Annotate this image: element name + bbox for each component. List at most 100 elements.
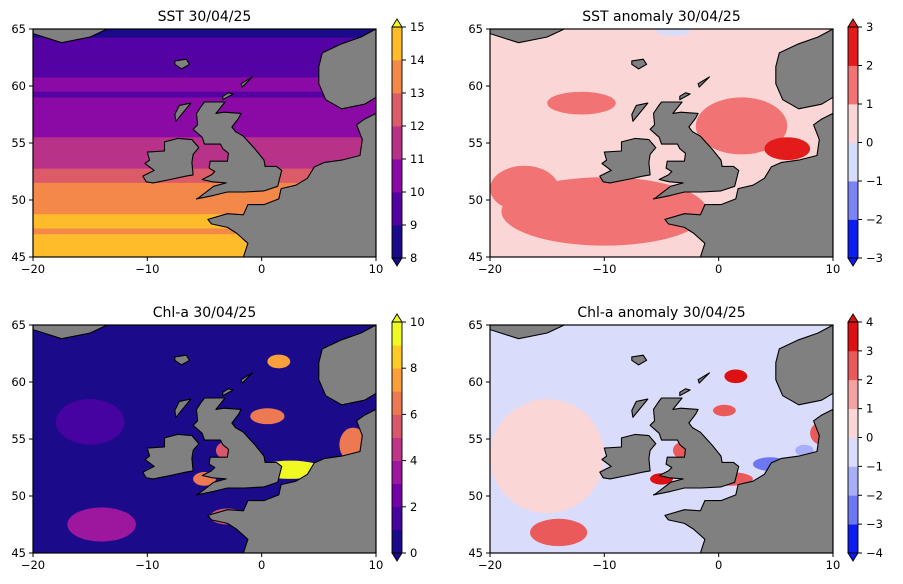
colorbar-extend-max — [847, 313, 859, 323]
field-band — [33, 94, 376, 98]
colorbar: 8 9 10 11 12 13 14 15 — [391, 18, 425, 267]
field-patch — [267, 354, 291, 369]
colorbar-extend-min — [391, 257, 403, 267]
field-band — [33, 217, 376, 221]
field-band — [33, 188, 376, 193]
colorbar-segment — [392, 27, 402, 61]
colorbar-segment — [392, 93, 402, 127]
land-norway — [318, 29, 376, 110]
colorbar-tick-label: 2 — [866, 59, 873, 73]
colorbar-extend-min — [847, 552, 859, 562]
field-band — [33, 237, 376, 241]
land-faroe — [631, 58, 648, 70]
field-band — [33, 88, 376, 93]
map-field — [33, 325, 376, 553]
x-tick-label: 0 — [715, 558, 722, 572]
x-tick-label: −20 — [478, 558, 502, 572]
land-ireland — [599, 433, 657, 480]
field-band — [33, 37, 376, 41]
y-tick-label: 60 — [11, 375, 26, 389]
colorbar-segment — [848, 27, 858, 66]
colorbar-frame — [391, 321, 403, 554]
field-patch — [655, 29, 691, 36]
x-tick-label: −10 — [592, 558, 616, 572]
field-band — [33, 174, 376, 178]
x-tick-label: 0 — [258, 262, 265, 276]
colorbar-tick-label: 11 — [410, 152, 425, 166]
panel-title: Chl-a anomaly 30/04/25 — [577, 305, 745, 321]
field-band — [33, 68, 376, 73]
colorbar-tick-label: 0 — [866, 431, 873, 445]
y-tick-label: 50 — [468, 193, 483, 207]
colorbar-frame — [391, 26, 403, 259]
field-band — [33, 51, 376, 56]
field-band — [33, 225, 376, 230]
map-field — [490, 29, 833, 257]
field-patch — [764, 137, 811, 161]
y-tick-label: 55 — [468, 432, 483, 446]
field-band — [33, 168, 376, 173]
field-band — [33, 83, 376, 87]
colorbar-tick-label: −1 — [866, 459, 883, 473]
field-patch — [695, 97, 788, 155]
colorbar-tick-label: −4 — [866, 546, 883, 560]
field-band — [33, 239, 376, 244]
colorbar-segment — [392, 192, 402, 226]
colorbar: −4 −3 −2 −1 0 1 2 3 4 — [847, 313, 883, 562]
colorbar: −3 −2 −1 0 1 2 3 — [847, 18, 883, 267]
field-band — [33, 86, 376, 90]
land-continent — [664, 112, 833, 257]
colorbar-tick-label: 2 — [866, 373, 873, 387]
colorbar-tick-label: 10 — [410, 185, 425, 199]
field-patch — [530, 518, 588, 547]
colorbar-segment — [392, 159, 402, 193]
colorbar-tick-label: 0 — [410, 546, 417, 560]
field-band — [33, 185, 376, 190]
field-patch — [724, 369, 748, 384]
land-faroe — [174, 58, 191, 70]
land-faroe — [631, 354, 648, 366]
colorbar-segment — [392, 345, 402, 369]
colorbar-segment — [392, 391, 402, 415]
field-band — [33, 74, 376, 79]
colorbar-extend-max — [391, 313, 403, 323]
colorbar-tick-label: −3 — [866, 251, 883, 265]
field-patch — [490, 399, 605, 514]
field-band — [33, 171, 376, 175]
y-tick-label: 55 — [468, 136, 483, 150]
colorbar-tick-label: 12 — [410, 119, 425, 133]
colorbar-tick-label: 8 — [410, 361, 417, 375]
colorbar-segment — [848, 219, 858, 259]
colorbar-segment — [848, 379, 858, 410]
field-patch — [250, 408, 285, 425]
land-gb — [649, 101, 740, 200]
colorbar-tick-label: 2 — [410, 500, 417, 514]
panel-title: SST 30/04/25 — [158, 9, 252, 25]
colorbar-tick-label: 4 — [410, 454, 417, 468]
land-shetland — [697, 76, 711, 88]
land-gb — [192, 101, 283, 200]
y-tick-label: 65 — [468, 22, 483, 36]
field-band — [33, 77, 376, 81]
field-band — [33, 182, 376, 187]
field-band — [33, 54, 376, 59]
land-orkney — [679, 92, 691, 101]
x-tick-label: 0 — [715, 262, 722, 276]
field-band — [33, 154, 376, 158]
land-gb — [192, 397, 283, 496]
field-band — [33, 151, 376, 155]
land-hebrides — [631, 102, 649, 122]
field-band — [33, 222, 376, 227]
field-patch — [490, 165, 559, 212]
map-panel-3: Chl-a 30/04/25 −20 −10 0 10 45 50 55 60 65 0 2 4 6 8 10 — [11, 305, 424, 572]
field-band — [33, 251, 376, 255]
colorbar-segment — [848, 524, 858, 554]
colorbar-tick-label: 3 — [866, 20, 873, 34]
x-tick-label: −10 — [135, 558, 159, 572]
field-patch — [547, 91, 616, 115]
field-band — [33, 208, 376, 212]
colorbar-tick-label: 10 — [410, 315, 425, 329]
land-orkney — [222, 92, 234, 101]
colorbar-segment — [848, 495, 858, 525]
